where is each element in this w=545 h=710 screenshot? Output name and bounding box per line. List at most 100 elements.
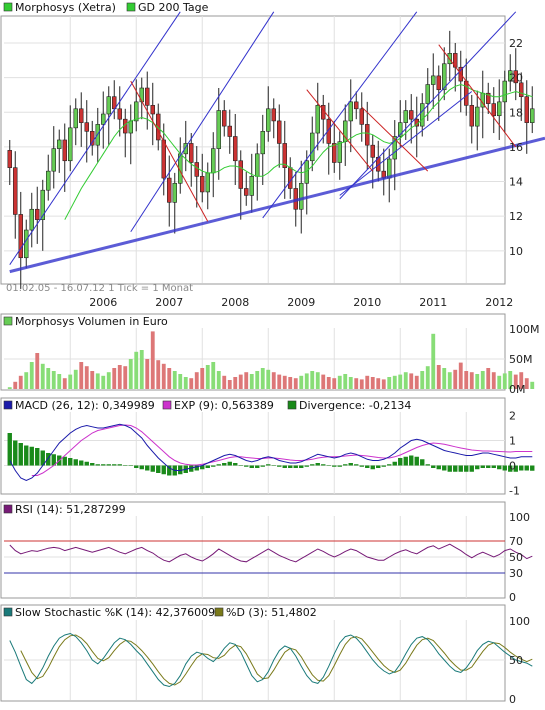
candle-body bbox=[464, 80, 469, 106]
divergence-bar bbox=[62, 456, 67, 466]
divergence-bar bbox=[304, 465, 309, 467]
volume-bar bbox=[117, 365, 122, 389]
candle-body bbox=[359, 108, 364, 125]
volume-bar bbox=[354, 378, 359, 389]
candle-body bbox=[68, 127, 73, 162]
divergence-bar bbox=[464, 465, 469, 472]
volume-bar bbox=[211, 362, 216, 389]
candle-body bbox=[508, 70, 513, 82]
green-square-icon bbox=[126, 2, 136, 12]
volume-bar bbox=[238, 374, 243, 389]
divergence-bar bbox=[321, 464, 326, 466]
candle-body bbox=[134, 101, 139, 122]
volume-bar bbox=[90, 371, 95, 389]
divergence-bar bbox=[233, 463, 238, 466]
volume-bar bbox=[442, 368, 447, 389]
volume-bar bbox=[18, 375, 23, 389]
green-square-icon bbox=[287, 400, 297, 410]
legend-macd-label: MACD (26, 12): 0,349989 bbox=[15, 399, 155, 412]
volume-bar bbox=[392, 375, 397, 389]
divergence-bar bbox=[310, 464, 315, 466]
volume-bar bbox=[530, 381, 535, 389]
volume-bar bbox=[359, 379, 364, 389]
volume-bar bbox=[469, 372, 474, 389]
candle-body bbox=[337, 141, 342, 163]
divergence-bar bbox=[453, 465, 458, 472]
candle-body bbox=[216, 110, 221, 149]
divergence-bar bbox=[189, 465, 194, 472]
magenta-square-icon bbox=[162, 400, 172, 410]
channel-trendline bbox=[339, 91, 473, 196]
stoch-d-line bbox=[20, 634, 533, 686]
divergence-bar bbox=[79, 460, 84, 466]
divergence-bar bbox=[84, 461, 89, 466]
candle-body bbox=[106, 96, 111, 115]
divergence-bar bbox=[123, 465, 128, 466]
exp-signal-line bbox=[31, 424, 533, 476]
candle-body bbox=[189, 143, 194, 163]
legend-rsi-label: RSI (14): 51,287299 bbox=[15, 503, 126, 516]
stochastic-panel bbox=[9, 632, 533, 688]
price-y-tick: 14 bbox=[509, 176, 523, 189]
green-square-icon bbox=[3, 2, 13, 12]
candle-body bbox=[486, 92, 491, 104]
candle-body bbox=[403, 110, 408, 123]
price-y-tick: 12 bbox=[509, 210, 523, 223]
volume-bar bbox=[381, 379, 386, 389]
volume-y-tick: 100M bbox=[509, 323, 540, 336]
candle-body bbox=[62, 139, 67, 162]
candle-body bbox=[90, 131, 95, 146]
volume-y-tick: 50M bbox=[509, 353, 533, 366]
volume-bar bbox=[128, 359, 133, 389]
volume-bar bbox=[464, 371, 469, 389]
divergence-bar bbox=[156, 465, 161, 473]
candle-body bbox=[271, 108, 276, 122]
channel-trendline bbox=[262, 11, 418, 219]
volume-bar bbox=[513, 374, 518, 389]
candle-body bbox=[288, 167, 293, 189]
candle-body bbox=[277, 120, 282, 144]
volume-bar bbox=[189, 378, 194, 389]
candle-body bbox=[282, 143, 287, 168]
candle-body bbox=[420, 103, 425, 127]
candle-body bbox=[530, 108, 535, 123]
divergence-bar bbox=[524, 465, 529, 471]
divergence-bar bbox=[112, 464, 117, 466]
volume-bar bbox=[216, 371, 221, 389]
divergence-bar bbox=[497, 465, 502, 470]
candle-body bbox=[409, 110, 414, 120]
divergence-bar bbox=[117, 464, 122, 466]
volume-bar bbox=[150, 331, 155, 389]
rsi-line bbox=[9, 543, 533, 563]
volume-bar bbox=[519, 372, 524, 389]
candle-body bbox=[172, 182, 177, 203]
divergence-bar bbox=[409, 455, 414, 466]
macd-legend: MACD (26, 12): 0,349989 EXP (9): 0,56338… bbox=[3, 399, 411, 412]
x-tick-label: 2009 bbox=[287, 296, 315, 309]
divergence-bar bbox=[106, 464, 111, 466]
candle-body bbox=[315, 105, 320, 134]
blue-square-icon bbox=[3, 400, 13, 410]
divergence-bar bbox=[249, 465, 254, 468]
price-y-tick: 20 bbox=[509, 72, 523, 85]
price-footer-range: 01.02.05 - 16.07.12 1 Tick = 1 Monat bbox=[6, 283, 193, 294]
candle-body bbox=[51, 148, 56, 172]
volume-bar bbox=[35, 353, 40, 389]
volume-bar bbox=[13, 381, 18, 389]
divergence-bar bbox=[128, 465, 133, 466]
volume-bar bbox=[486, 368, 491, 389]
candle-body bbox=[13, 167, 18, 215]
volume-bar bbox=[178, 374, 183, 389]
volume-bar bbox=[183, 377, 188, 389]
divergence-bar bbox=[29, 446, 34, 466]
volume-bar bbox=[431, 333, 436, 389]
divergence-bar bbox=[293, 465, 298, 468]
volume-bar bbox=[73, 369, 78, 389]
candle-body bbox=[24, 229, 29, 259]
divergence-bar bbox=[238, 465, 243, 466]
price-panel bbox=[7, 11, 545, 289]
x-tick-label: 2011 bbox=[419, 296, 447, 309]
divergence-bar bbox=[216, 464, 221, 466]
candle-body bbox=[233, 136, 238, 162]
rsi-y-tick: 70 bbox=[509, 535, 523, 548]
